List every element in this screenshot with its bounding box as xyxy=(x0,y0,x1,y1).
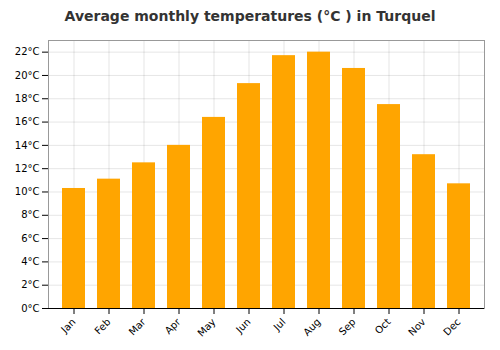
svg-text:Sep: Sep xyxy=(337,316,358,337)
svg-text:Apr: Apr xyxy=(163,316,184,337)
svg-text:Feb: Feb xyxy=(92,316,112,336)
svg-text:Dec: Dec xyxy=(441,316,462,337)
svg-text:8°C: 8°C xyxy=(21,209,39,220)
svg-text:Oct: Oct xyxy=(373,316,393,336)
svg-text:2°C: 2°C xyxy=(21,279,39,290)
svg-text:Jul: Jul xyxy=(271,316,288,333)
svg-text:18°C: 18°C xyxy=(15,93,40,104)
svg-text:Jun: Jun xyxy=(233,316,253,336)
svg-text:May: May xyxy=(195,316,217,338)
svg-text:10°C: 10°C xyxy=(15,186,40,197)
svg-text:4°C: 4°C xyxy=(21,256,39,267)
svg-text:22°C: 22°C xyxy=(15,46,40,57)
svg-text:20°C: 20°C xyxy=(15,70,40,81)
svg-text:14°C: 14°C xyxy=(15,140,40,151)
svg-text:6°C: 6°C xyxy=(21,233,39,244)
html-text:Average monthly temperatures (: Average monthly temperatures (°C ) in Tu… xyxy=(64,8,436,24)
svg-text:0°C: 0°C xyxy=(21,303,39,314)
svg-text:16°C: 16°C xyxy=(15,116,40,127)
svg-text:Mar: Mar xyxy=(127,316,149,338)
svg-text:12°C: 12°C xyxy=(15,163,40,174)
svg-text:Aug: Aug xyxy=(301,316,323,338)
svg-text:Jan: Jan xyxy=(58,316,77,335)
svg-text:Nov: Nov xyxy=(406,316,428,338)
